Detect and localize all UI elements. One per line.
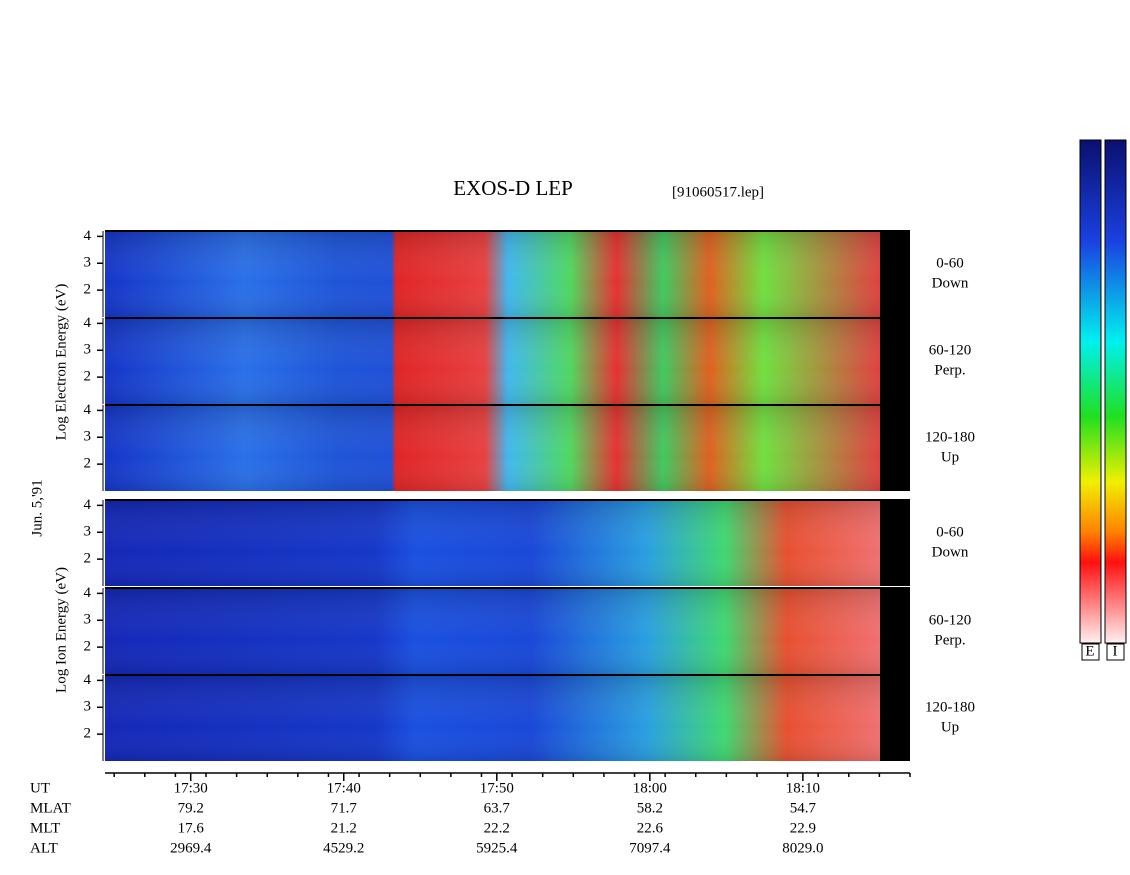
colorbar-label: I — [1113, 643, 1118, 659]
orbit-value: 7097.4 — [629, 840, 671, 856]
x-tick-label: 18:00 — [633, 780, 667, 796]
y-tick-label: 3 — [84, 524, 92, 540]
y-tick-label: 4 — [84, 315, 92, 331]
pitch-angle-range: 60-120 — [929, 612, 972, 628]
y-tick-label: 2 — [84, 726, 92, 742]
colorbar-label: E — [1085, 643, 1094, 659]
colorbar — [1104, 139, 1127, 644]
pitch-angle-range: 60-120 — [929, 342, 972, 358]
orbit-value: 71.7 — [331, 800, 358, 816]
pitch-angle-direction: Perp. — [934, 362, 965, 378]
orbit-value: 22.2 — [484, 820, 510, 836]
orbit-value: 22.9 — [790, 820, 816, 836]
no-data-strip — [880, 405, 910, 491]
colorbar-label-box — [1081, 643, 1100, 661]
y-tick-label: 2 — [84, 456, 92, 472]
orbit-value: 4529.2 — [323, 840, 364, 856]
file-name: [91060517.lep] — [672, 184, 764, 200]
y-tick-label: 4 — [84, 585, 92, 601]
orbit-label: MLT — [30, 820, 60, 836]
panel-shade — [105, 318, 880, 404]
panel-shade — [105, 500, 880, 586]
pitch-angle-range: 0-60 — [936, 524, 964, 540]
y-tick-label: 4 — [84, 228, 92, 244]
panel-shade — [105, 231, 880, 317]
orbit-value: 79.2 — [178, 800, 204, 816]
y-tick-label: 3 — [84, 612, 92, 628]
orbit-value: 54.7 — [790, 800, 817, 816]
no-data-strip — [880, 675, 910, 761]
orbit-label: ALT — [30, 840, 58, 856]
electron-axis-label: Log Electron Energy (eV) — [53, 284, 69, 441]
pitch-angle-direction: Up — [941, 449, 959, 465]
panel-shade — [105, 675, 880, 761]
y-tick-label: 2 — [84, 551, 92, 567]
y-tick-label: 2 — [84, 282, 92, 298]
y-tick-label: 4 — [84, 402, 92, 418]
colorbar-label-box — [1106, 643, 1125, 661]
orbit-value: 58.2 — [637, 800, 663, 816]
pitch-angle-range: 120-180 — [925, 699, 975, 715]
y-tick-label: 4 — [84, 497, 92, 513]
no-data-strip — [880, 500, 910, 586]
title: EXOS-D LEP — [453, 176, 573, 200]
ion-axis-label: Log Ion Energy (eV) — [53, 567, 69, 693]
y-tick-label: 3 — [84, 429, 92, 445]
y-tick-label: 3 — [84, 699, 92, 715]
pitch-angle-range: 120-180 — [925, 429, 975, 445]
panel-shade — [105, 405, 880, 491]
y-tick-label: 4 — [84, 672, 92, 688]
no-data-strip — [880, 318, 910, 404]
colorbar — [1079, 139, 1102, 644]
y-tick-label: 2 — [84, 369, 92, 385]
orbit-label: MLAT — [30, 800, 71, 816]
orbit-value: 5925.4 — [476, 840, 518, 856]
x-tick-label: 18:10 — [786, 780, 820, 796]
y-tick-label: 2 — [84, 639, 92, 655]
y-tick-label: 3 — [84, 342, 92, 358]
panel-shade — [105, 588, 880, 674]
y-tick-label: 3 — [84, 255, 92, 271]
pitch-angle-range: 0-60 — [936, 255, 964, 271]
x-tick-label: 17:40 — [327, 780, 361, 796]
date-label: Jun. 5,'91 — [29, 479, 45, 536]
pitch-angle-direction: Down — [932, 544, 969, 560]
orbit-value: 2969.4 — [170, 840, 212, 856]
orbit-value: 21.2 — [331, 820, 357, 836]
pitch-angle-direction: Up — [941, 719, 959, 735]
orbit-value: 17.6 — [178, 820, 205, 836]
pitch-angle-direction: Down — [932, 275, 969, 291]
orbit-value: 22.6 — [637, 820, 664, 836]
orbit-label: UT — [30, 780, 50, 796]
pitch-angle-direction: Perp. — [934, 632, 965, 648]
x-tick-label: 17:30 — [174, 780, 208, 796]
no-data-strip — [880, 588, 910, 674]
x-tick-label: 17:50 — [480, 780, 514, 796]
no-data-strip — [880, 231, 910, 317]
orbit-value: 8029.0 — [782, 840, 823, 856]
orbit-value: 63.7 — [484, 800, 511, 816]
